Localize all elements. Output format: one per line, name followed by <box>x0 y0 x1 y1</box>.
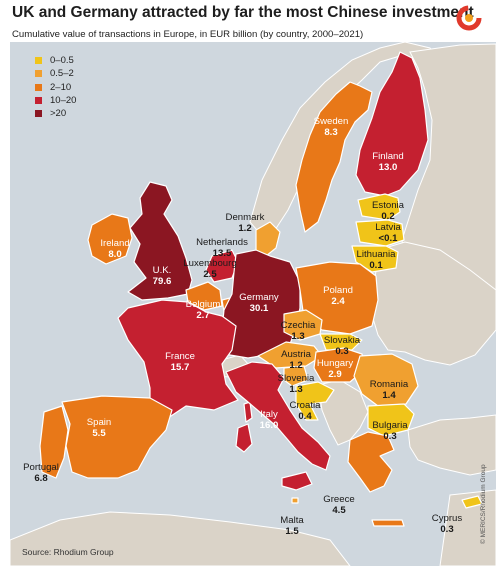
legend-item: 0–0.5 <box>35 54 76 67</box>
merics-logo-icon <box>456 5 482 31</box>
netherlands-shape <box>205 249 239 283</box>
legend-swatch <box>35 110 42 118</box>
label-portugal: Portugal 6.8 <box>23 462 59 484</box>
label-romania: Romania 1.4 <box>369 379 409 401</box>
label-estonia: Estonia 0.2 <box>372 200 404 222</box>
legend-label: 0.5–2 <box>50 68 74 80</box>
label-croatia: Croatia 0.4 <box>289 400 321 422</box>
label-ireland: Ireland 8.0 <box>100 238 130 260</box>
finland-shape <box>355 51 429 197</box>
label-spain: Spain 5.5 <box>86 417 112 439</box>
france-shape <box>117 299 239 419</box>
legend-item: >20 <box>35 107 76 120</box>
label-austria: Austria 1.2 <box>281 349 311 371</box>
portugal-shape <box>39 405 69 479</box>
label-slovenia: Slovenia 1.3 <box>277 373 315 395</box>
greece-shape <box>347 431 395 493</box>
label-netherlands: Netherlands 13.5 <box>196 237 248 259</box>
label-germany: Germany 30.1 <box>239 292 279 314</box>
latvia-shape <box>355 219 405 247</box>
label-cyprus: Cyprus 0.3 <box>431 513 463 535</box>
estonia-shape <box>357 193 401 221</box>
spain-shape <box>61 395 173 479</box>
north-africa-land <box>10 511 351 566</box>
label-denmark: Denmark 1.2 <box>225 212 265 234</box>
middle-east-land <box>439 489 496 566</box>
croatia-shape <box>295 381 335 421</box>
map-legend: 0–0.5 0.5–2 2–10 10–20 >20 <box>35 54 76 120</box>
europe-map: 0–0.5 0.5–2 2–10 10–20 >20 <box>10 42 496 566</box>
uk-shape <box>127 181 193 301</box>
legend-item: 0.5–2 <box>35 67 76 80</box>
ireland-shape <box>87 213 133 265</box>
label-finland: Finland 13.0 <box>372 151 404 173</box>
legend-swatch <box>35 70 42 78</box>
sicily-shape <box>281 471 313 491</box>
belarus-ukraine-land <box>371 241 496 366</box>
sardinia-shape <box>235 423 253 453</box>
label-bulgaria: Bulgaria 0.3 <box>372 420 408 442</box>
italy-shape <box>225 361 331 471</box>
label-poland: Poland 2.4 <box>323 285 353 307</box>
legend-label: 2–10 <box>50 81 72 93</box>
label-sweden: Sweden 8.3 <box>313 116 349 138</box>
legend-swatch <box>35 83 42 91</box>
page-subtitle: Cumulative value of transactions in Euro… <box>12 29 364 40</box>
legend-label: 0–0.5 <box>50 55 74 67</box>
label-uk: U.K. 79.6 <box>152 265 172 287</box>
source-note: Source: Rhodium Group <box>22 547 114 557</box>
romania-shape <box>353 353 419 407</box>
label-latvia: Latvia <0.1 <box>375 222 401 244</box>
label-hungary: Hungary 2.9 <box>316 358 354 380</box>
label-greece: Greece 4.5 <box>323 494 355 516</box>
crete-shape <box>371 519 405 527</box>
slovakia-shape <box>319 333 363 351</box>
legend-swatch <box>35 97 42 105</box>
turkey-land <box>407 414 496 476</box>
legend-label: 10–20 <box>50 95 77 107</box>
legend-swatch <box>35 57 42 65</box>
copyright-credit: © MERICS/Rhodium Group <box>480 464 487 544</box>
map-canvas <box>10 42 496 566</box>
cyprus-shape <box>461 495 483 509</box>
label-czechia: Czechia 1.3 <box>280 320 316 342</box>
malta-shape <box>291 497 299 504</box>
label-malta: Malta 1.5 <box>280 515 304 537</box>
legend-item: 2–10 <box>35 81 76 94</box>
sweden-shape <box>295 81 373 233</box>
label-lithuania: Lithuania 0.1 <box>356 249 396 271</box>
label-luxembourg: Luxembourg 2.5 <box>183 258 237 280</box>
legend-label: >20 <box>50 108 67 120</box>
label-france: France 15.7 <box>165 351 195 373</box>
page-title: UK and Germany attracted by far the most… <box>12 4 474 21</box>
label-italy: Italy 16.0 <box>259 409 279 431</box>
bulgaria-shape <box>367 403 415 437</box>
eu-countries <box>39 51 483 527</box>
label-slovakia: Slovakia 0.3 <box>323 335 361 357</box>
lithuania-shape <box>351 245 399 273</box>
label-belgium: Belgium 2.7 <box>185 299 221 321</box>
legend-item: 10–20 <box>35 94 76 107</box>
